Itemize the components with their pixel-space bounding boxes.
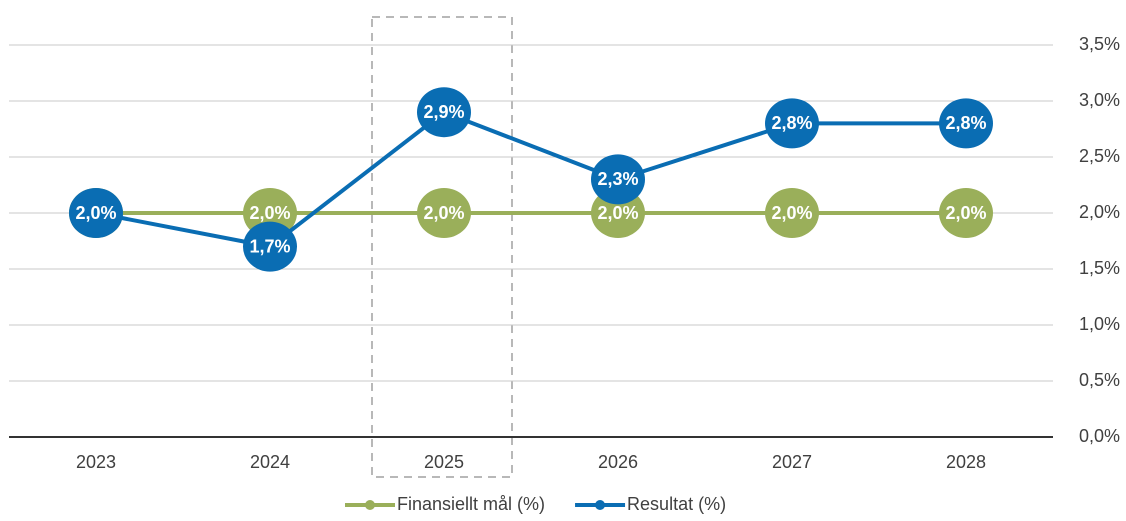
data-label: 2,0% (423, 203, 464, 223)
data-label: 1,7% (249, 236, 290, 256)
data-label: 2,0% (945, 203, 986, 223)
data-point (939, 188, 993, 238)
x-tick-label: 2024 (250, 452, 290, 472)
y-tick-label: 1,5% (1079, 258, 1120, 278)
data-point (69, 188, 123, 238)
legend-label: Finansiellt mål (%) (397, 494, 545, 514)
legend-marker (595, 500, 606, 510)
data-point (939, 98, 993, 149)
data-point (765, 98, 819, 149)
x-tick-label: 2028 (946, 452, 986, 472)
data-label: 2,8% (945, 113, 986, 133)
legend-label: Resultat (%) (627, 494, 726, 514)
y-tick-label: 1,0% (1079, 314, 1120, 334)
legend-marker (365, 500, 375, 510)
data-point (417, 87, 471, 138)
data-point (243, 221, 297, 272)
data-label: 2,8% (771, 113, 812, 133)
y-tick-label: 3,5% (1079, 34, 1120, 54)
data-label: 2,0% (75, 203, 116, 223)
y-tick-label: 3,0% (1079, 90, 1120, 110)
highlight-box (371, 16, 513, 478)
x-tick-label: 2025 (424, 452, 464, 472)
x-tick-label: 2027 (772, 452, 812, 472)
data-label: 2,3% (597, 169, 638, 189)
data-point (591, 154, 645, 205)
y-tick-label: 2,5% (1079, 146, 1120, 166)
y-tick-label: 0,0% (1079, 426, 1120, 446)
y-tick-label: 0,5% (1079, 370, 1120, 390)
data-label: 2,0% (249, 203, 290, 223)
data-point (417, 188, 471, 238)
x-tick-label: 2026 (598, 452, 638, 472)
series-line (95, 110, 966, 249)
data-label: 2,9% (423, 102, 464, 122)
x-tick-label: 2023 (76, 452, 116, 472)
y-tick-label: 2,0% (1079, 202, 1120, 222)
data-label: 2,0% (771, 203, 812, 223)
data-point (765, 188, 819, 238)
data-label: 2,0% (597, 203, 638, 223)
